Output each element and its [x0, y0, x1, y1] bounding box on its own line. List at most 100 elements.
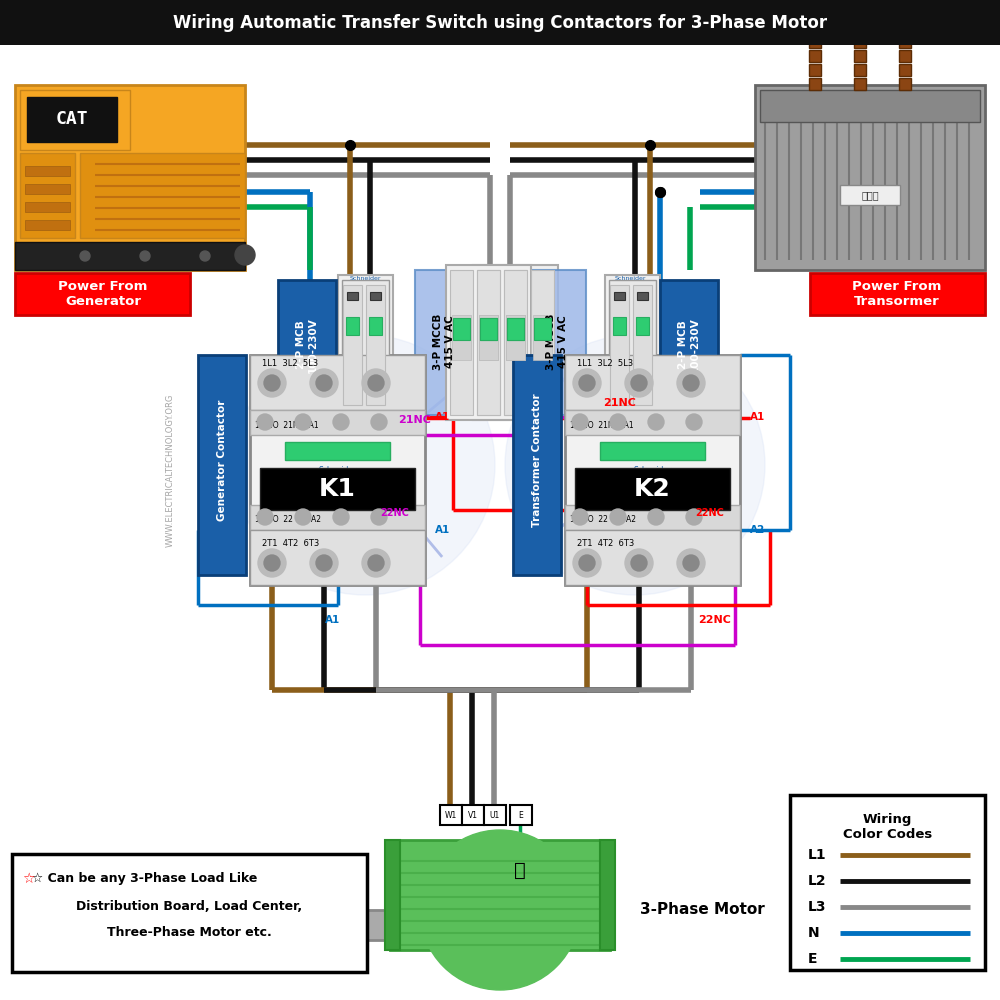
- Bar: [637, 292, 648, 300]
- Bar: [899, 64, 911, 76]
- Circle shape: [295, 509, 311, 525]
- Bar: [614, 292, 625, 300]
- Bar: [278, 280, 336, 410]
- Bar: [504, 270, 527, 415]
- Circle shape: [362, 369, 390, 397]
- Circle shape: [264, 375, 280, 391]
- Circle shape: [683, 375, 699, 391]
- Bar: [633, 285, 652, 405]
- Bar: [480, 318, 497, 340]
- Text: Distribution Board, Load Center,: Distribution Board, Load Center,: [76, 900, 303, 912]
- Bar: [565, 410, 740, 435]
- Bar: [27, 97, 117, 142]
- Bar: [346, 317, 359, 335]
- Bar: [260, 468, 415, 510]
- Circle shape: [257, 509, 273, 525]
- Text: WWW.ELECTRICALTECHNOLOGY.ORG: WWW.ELECTRICALTECHNOLOGY.ORG: [166, 393, 175, 547]
- Circle shape: [572, 509, 588, 525]
- Text: E: E: [808, 952, 818, 966]
- Bar: [565, 355, 740, 585]
- Bar: [80, 153, 245, 238]
- Bar: [250, 410, 425, 435]
- Bar: [899, 22, 911, 34]
- Bar: [342, 280, 389, 410]
- Text: E: E: [519, 810, 523, 820]
- Circle shape: [333, 414, 349, 430]
- Circle shape: [310, 549, 338, 577]
- Bar: [660, 280, 718, 410]
- Bar: [504, 270, 527, 415]
- Bar: [477, 270, 500, 415]
- Circle shape: [264, 555, 280, 571]
- Text: 13 NO  21NC  A1: 13 NO 21NC A1: [255, 420, 319, 430]
- Bar: [453, 318, 470, 340]
- Text: 21NC: 21NC: [399, 415, 431, 425]
- Bar: [15, 85, 245, 270]
- Bar: [810, 273, 985, 315]
- Text: U1: U1: [490, 810, 500, 820]
- Text: ☆: ☆: [22, 872, 34, 886]
- Text: 2T1  4T2  6T3: 2T1 4T2 6T3: [262, 538, 319, 548]
- Circle shape: [573, 549, 601, 577]
- Text: W1: W1: [445, 810, 457, 820]
- Bar: [506, 315, 525, 360]
- Text: Transformer Contactor: Transformer Contactor: [532, 393, 542, 527]
- Text: Power From
Transormer: Power From Transormer: [852, 280, 942, 308]
- Bar: [565, 355, 740, 410]
- Circle shape: [677, 369, 705, 397]
- Bar: [809, 78, 821, 90]
- Bar: [250, 355, 425, 410]
- Bar: [477, 270, 500, 415]
- Bar: [479, 315, 498, 360]
- Bar: [600, 442, 705, 460]
- Text: 14 NO  22 NC  A2: 14 NO 22 NC A2: [255, 516, 321, 524]
- Bar: [605, 275, 660, 415]
- Circle shape: [683, 555, 699, 571]
- Bar: [565, 505, 740, 530]
- Circle shape: [200, 251, 210, 261]
- Bar: [338, 275, 393, 415]
- Text: L1: L1: [808, 848, 827, 862]
- Bar: [507, 318, 524, 340]
- Bar: [899, 36, 911, 48]
- Circle shape: [625, 549, 653, 577]
- Bar: [25, 184, 70, 194]
- Bar: [343, 285, 362, 405]
- Circle shape: [235, 335, 495, 595]
- Bar: [250, 530, 425, 585]
- Bar: [575, 468, 730, 510]
- Text: 13 NO  21NC  A1: 13 NO 21NC A1: [570, 420, 634, 430]
- Bar: [15, 273, 190, 315]
- Bar: [330, 910, 395, 940]
- Circle shape: [368, 555, 384, 571]
- Bar: [479, 315, 498, 360]
- Bar: [415, 270, 473, 415]
- Bar: [809, 36, 821, 48]
- Circle shape: [573, 369, 601, 397]
- Bar: [610, 285, 629, 405]
- Circle shape: [258, 549, 286, 577]
- Bar: [506, 315, 525, 360]
- Text: 14 NO  22 NC  A2: 14 NO 22 NC A2: [570, 516, 636, 524]
- Bar: [507, 318, 524, 340]
- Bar: [528, 270, 586, 415]
- Bar: [369, 317, 382, 335]
- Bar: [534, 318, 551, 340]
- Bar: [899, 78, 911, 90]
- Circle shape: [579, 555, 595, 571]
- Circle shape: [648, 414, 664, 430]
- Text: L2: L2: [808, 874, 827, 888]
- Bar: [790, 795, 985, 970]
- Circle shape: [579, 375, 595, 391]
- Bar: [510, 805, 532, 825]
- Bar: [385, 840, 400, 950]
- Text: 1L1  3L2  5L3: 1L1 3L2 5L3: [262, 359, 318, 367]
- Bar: [854, 64, 866, 76]
- Bar: [533, 315, 552, 360]
- Bar: [613, 317, 626, 335]
- Bar: [462, 805, 484, 825]
- Circle shape: [362, 549, 390, 577]
- Circle shape: [140, 251, 150, 261]
- Circle shape: [686, 414, 702, 430]
- Bar: [446, 265, 531, 420]
